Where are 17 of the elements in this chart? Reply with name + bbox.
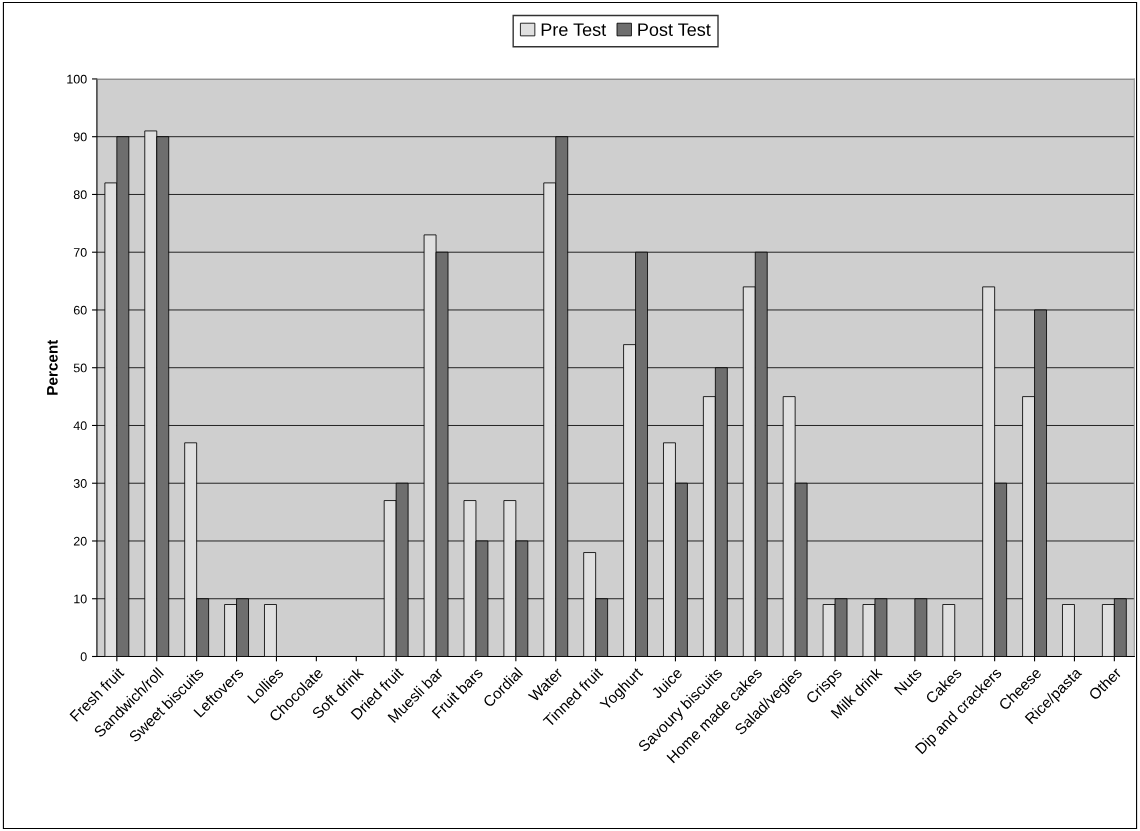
y-tick-label: 30 [73,479,87,488]
legend-label: Pre Test [541,23,607,37]
legend-label: Post Test [638,23,711,37]
y-tick-label: 60 [73,305,87,315]
y-axis-title: Percent [47,339,58,395]
y-tick-label: 0 [80,652,87,662]
y-tick-label: 80 [73,190,87,200]
y-tick-label: 90 [73,132,87,142]
y-tick-label: 40 [73,421,87,431]
y-tick-label: 20 [73,536,87,546]
bar [1062,604,1075,657]
bar [264,604,277,657]
y-tick-label: 100 [67,74,87,84]
y-tick-label: 50 [73,363,87,373]
bar [942,604,956,657]
y-tick-label: 70 [73,248,87,257]
y-tick-label: 10 [74,594,87,604]
